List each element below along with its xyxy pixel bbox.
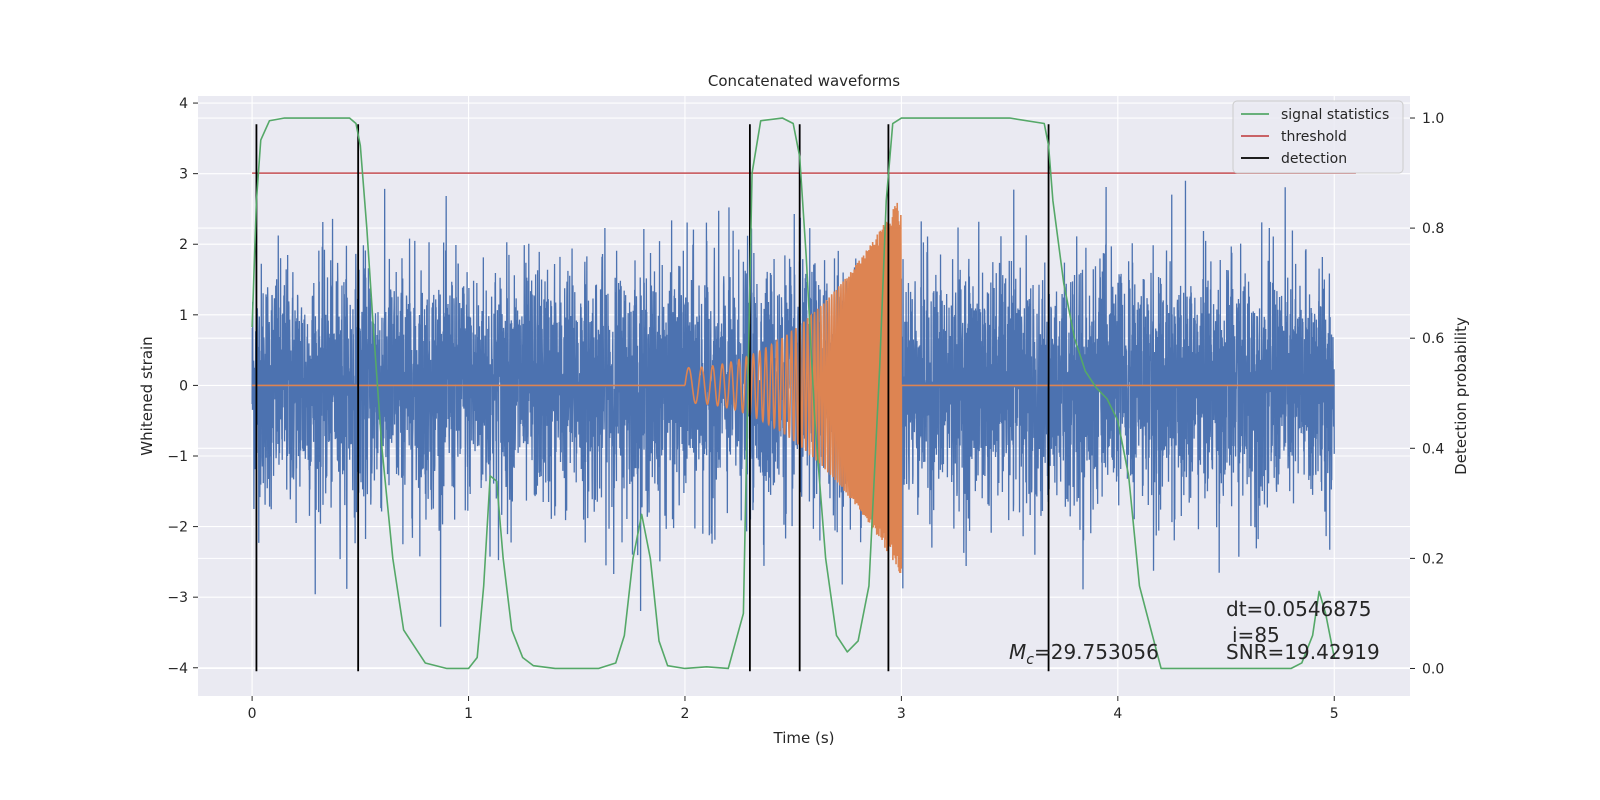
mc-subscript: c	[1026, 652, 1034, 668]
axis-ticks: 0 1 2 3 4 5 −4 −3 −2 −1 0 1 2 3 4 0.0 0.2 0.4 0.6 0.8 1.0	[167, 96, 1444, 722]
x-tick-label: 5	[1330, 706, 1339, 722]
y2-tick-label: 0.6	[1422, 331, 1444, 347]
y-tick-label: −3	[167, 590, 188, 606]
annotation-snr: SNR=19.42919	[1226, 640, 1380, 664]
y2-tick-label: 0.0	[1422, 661, 1444, 677]
y-tick-label: 2	[179, 237, 188, 253]
y2-tick-label: 0.4	[1422, 441, 1444, 457]
mc-value: =29.753056	[1034, 640, 1159, 664]
y2-tick-label: 0.2	[1422, 551, 1444, 567]
y-tick-label: 1	[179, 308, 188, 324]
x-tick-label: 1	[464, 706, 473, 722]
x-tick-label: 4	[1113, 706, 1122, 722]
detection-lines	[255, 124, 1050, 672]
legend-label: threshold	[1281, 129, 1347, 145]
mc-symbol: M	[1009, 640, 1026, 664]
legend-label: signal statistics	[1281, 107, 1389, 123]
chart-title: Concatenated waveforms	[708, 72, 900, 90]
series-whitened-strain	[251, 180, 1335, 627]
x-tick-label: 0	[248, 706, 257, 722]
plot-area	[251, 117, 1356, 672]
y-tick-label: 0	[179, 378, 188, 394]
legend: signal statistics threshold detection	[1232, 100, 1404, 174]
y2-tick-label: 0.8	[1422, 221, 1444, 237]
annotation-chirp-mass: Mc=29.753056	[1009, 640, 1159, 668]
annotation-index: i=85	[1232, 623, 1280, 647]
x-axis-label: Time (s)	[773, 729, 835, 747]
series-signal-statistics	[251, 117, 1336, 670]
y2-axis-label: Detection probability	[1452, 317, 1470, 475]
y-tick-label: 3	[179, 167, 188, 183]
y-tick-label: −1	[167, 449, 188, 465]
y-tick-label: −4	[167, 661, 188, 677]
legend-box	[1232, 100, 1404, 174]
y2-tick-label: 1.0	[1422, 111, 1444, 127]
annotation-dt: dt=0.0546875	[1226, 597, 1371, 621]
x-tick-label: 2	[681, 706, 690, 722]
y-tick-label: 4	[179, 96, 188, 112]
y-tick-label: −2	[167, 520, 188, 536]
y-axis-label: Whitened strain	[138, 336, 156, 455]
x-tick-label: 3	[897, 706, 906, 722]
series-template-chirp	[252, 202, 1335, 573]
legend-label: detection	[1281, 151, 1347, 167]
